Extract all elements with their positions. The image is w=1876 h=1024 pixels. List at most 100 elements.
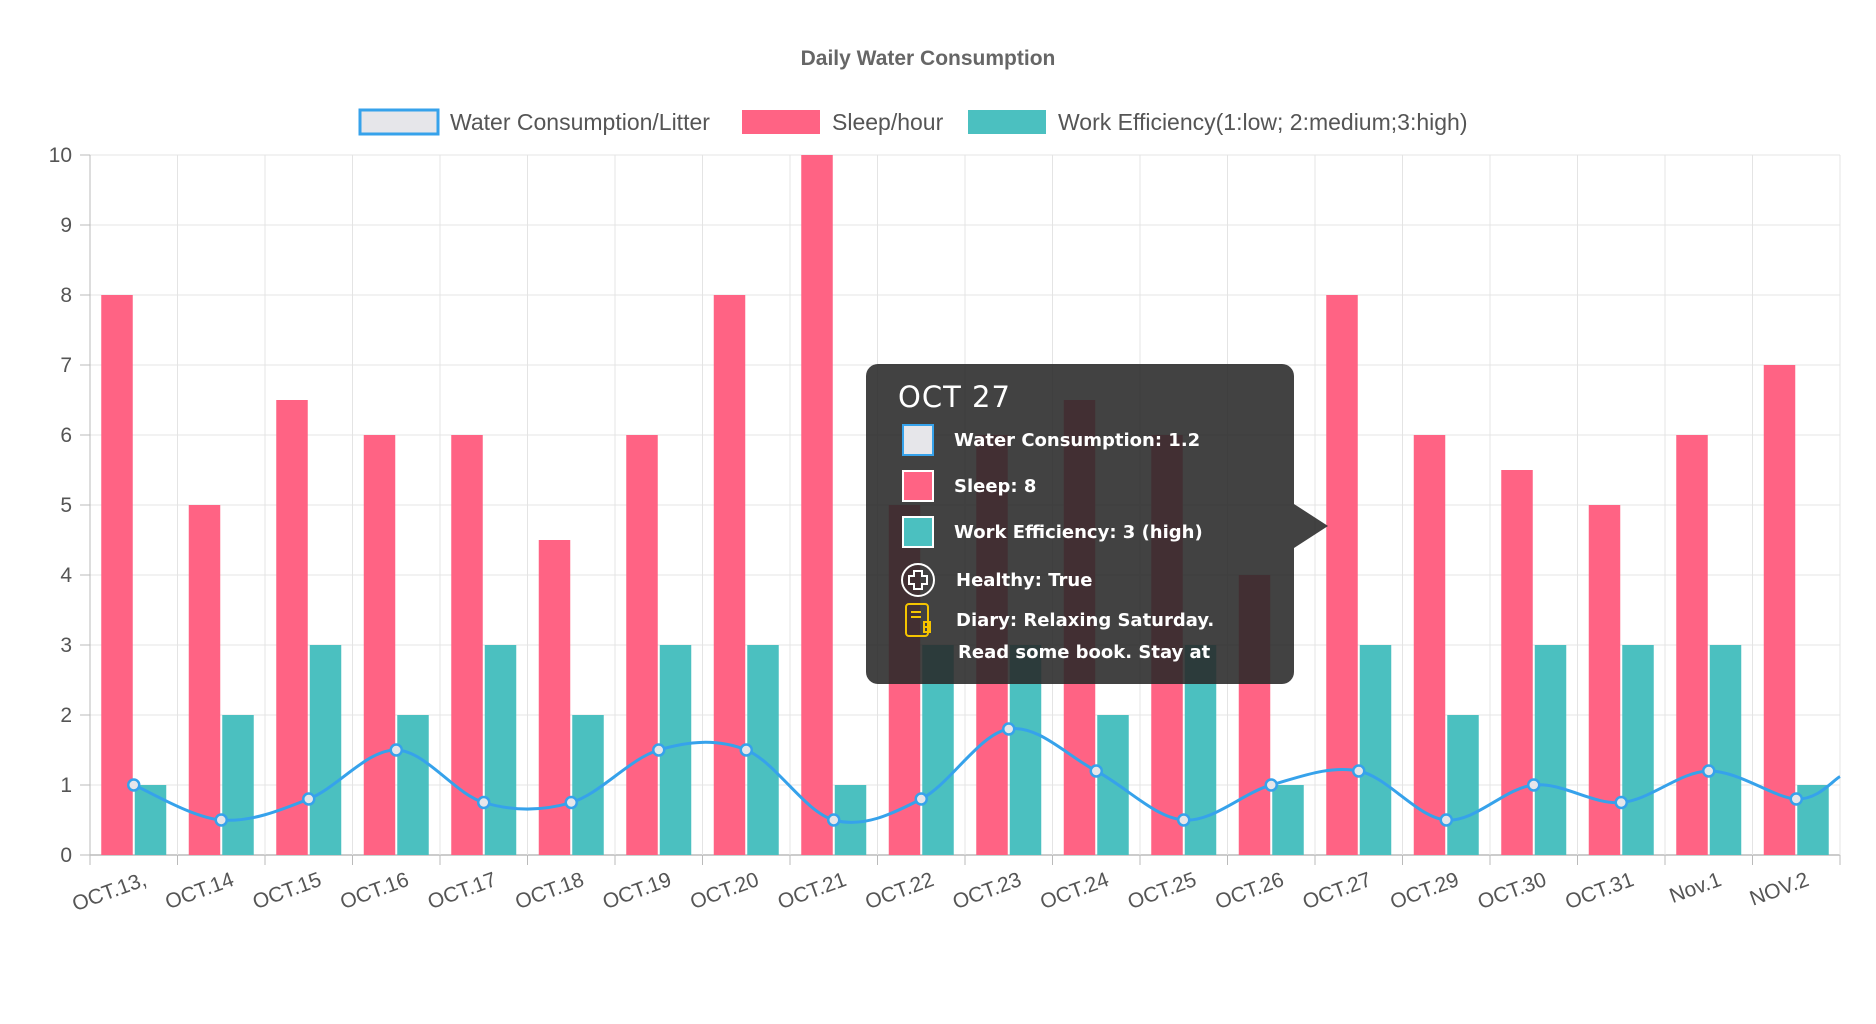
x-tick-label: OCT.23 [950, 868, 1025, 914]
water-point [1614, 795, 1628, 810]
bar [451, 435, 483, 855]
legend-label: Sleep/hour [832, 109, 944, 135]
legend-swatch [968, 110, 1046, 134]
plus-circle-icon [900, 562, 936, 598]
water-point [389, 743, 403, 757]
x-tick-label: OCT.20 [687, 868, 762, 914]
bar [134, 785, 167, 855]
tooltip-row-healthy: Healthy: True [900, 560, 1092, 600]
tooltip-healthy-label: Healthy: True [956, 569, 1093, 591]
x-tick-label: OCT.24 [1037, 868, 1112, 914]
bar [1447, 715, 1479, 855]
tooltip-diary-label: Diary: Relaxing Saturday. [956, 609, 1215, 631]
y-tick-label: 7 [60, 354, 72, 377]
bar [801, 155, 833, 855]
x-tick-label: OCT.29 [1387, 868, 1462, 914]
tooltip-row-efficiency: Work Efficiency: 3 (high) [902, 512, 1203, 552]
y-axis: 0 1 2 3 4 5 6 7 8 9 10 [49, 144, 90, 867]
water-point [652, 743, 666, 757]
x-tick-label: OCT.15 [250, 868, 325, 914]
bar [1534, 645, 1567, 855]
y-tick-label: 3 [60, 634, 72, 657]
notebook-icon [900, 602, 936, 638]
efficiency-swatch [902, 516, 934, 548]
y-tick-label: 1 [60, 774, 72, 797]
y-tick-label: 0 [60, 844, 72, 867]
chart-title: Daily Water Consumption [801, 47, 1056, 70]
bar [1588, 505, 1621, 855]
tooltip-water-label: Water Consumption: 1.2 [954, 429, 1201, 451]
water-point [1002, 722, 1016, 736]
bar [626, 435, 658, 855]
sleep-swatch [902, 470, 934, 502]
bar [397, 715, 429, 855]
x-tick-label: OCT.19 [600, 868, 675, 914]
legend-label: Work Efficiency(1:low; 2:medium;3:high) [1058, 109, 1467, 135]
water-swatch [902, 424, 934, 456]
y-tick-label: 6 [60, 424, 72, 447]
water-line [127, 722, 1841, 827]
water-point [1439, 813, 1453, 827]
bars [101, 155, 1829, 855]
water-point [214, 813, 228, 827]
y-tick-label: 8 [60, 284, 72, 307]
water-point [827, 813, 841, 827]
bar [1097, 715, 1129, 855]
water-point [302, 792, 316, 806]
x-axis: OCT.13, OCT.14 OCT.15 OCT.16 OCT.17 OCT.18 OCT… [69, 855, 1841, 916]
bar [1763, 365, 1796, 855]
tooltip-diary-continued: Read some book. Stay at [958, 642, 1211, 663]
bar [1622, 645, 1654, 855]
x-tick-label: OCT.18 [512, 868, 587, 914]
x-tick-label: Nov.1 [1666, 868, 1724, 908]
tooltip-title: OCT 27 [898, 380, 1011, 414]
bar [1413, 435, 1446, 855]
x-tick-label: OCT.27 [1300, 868, 1375, 914]
y-tick-label: 9 [60, 214, 72, 237]
x-tick-label: OCT.16 [337, 868, 412, 914]
y-tick-label: 10 [49, 144, 72, 167]
tooltip-efficiency-label: Work Efficiency: 3 (high) [954, 521, 1203, 543]
bar [1359, 645, 1392, 855]
x-tick-label: OCT.30 [1475, 868, 1550, 914]
water-point [1702, 764, 1716, 778]
tooltip-row-sleep: Sleep: 8 [902, 466, 1036, 506]
tooltip-sleep-label: Sleep: 8 [954, 475, 1037, 497]
tooltip-row-water: Water Consumption: 1.2 [902, 420, 1200, 460]
bar [1272, 785, 1304, 855]
legend-swatch [358, 108, 440, 136]
y-tick-label: 5 [60, 494, 72, 517]
bar [1501, 470, 1533, 855]
x-tick-label: OCT.22 [862, 868, 937, 914]
bar [309, 645, 342, 855]
x-tick-label: NOV.2 [1747, 868, 1812, 911]
legend-swatch [742, 110, 820, 134]
water-point [1177, 813, 1191, 827]
x-tick-label: OCT.17 [425, 868, 500, 914]
water-point [1264, 778, 1278, 792]
water-point [1089, 764, 1103, 778]
tooltip-arrow [1294, 504, 1328, 548]
bar [1326, 295, 1358, 855]
water-point [1352, 764, 1366, 778]
x-tick-label: OCT.26 [1212, 868, 1287, 914]
tooltip: OCT 27 Water Consumption: 1.2 Sleep: 8 W… [866, 364, 1328, 684]
bar [363, 435, 396, 855]
tooltip-row-diary: Diary: Relaxing Saturday. [900, 600, 1214, 640]
y-tick-label: 2 [60, 704, 72, 727]
water-point [1527, 778, 1541, 792]
legend: Water Consumption/Litter Sleep/hour Work E… [358, 108, 1467, 136]
x-tick-label: OCT.21 [775, 868, 850, 914]
x-tick-label: OCT.31 [1562, 868, 1637, 914]
water-point [739, 743, 753, 757]
bar [1676, 435, 1708, 855]
bar [101, 295, 133, 855]
water-point [477, 795, 491, 810]
x-tick-label: OCT.14 [162, 868, 237, 914]
bar [572, 715, 604, 855]
water-point [564, 795, 578, 810]
y-tick-label: 4 [60, 564, 72, 587]
water-point [127, 778, 141, 792]
bar [222, 715, 254, 855]
